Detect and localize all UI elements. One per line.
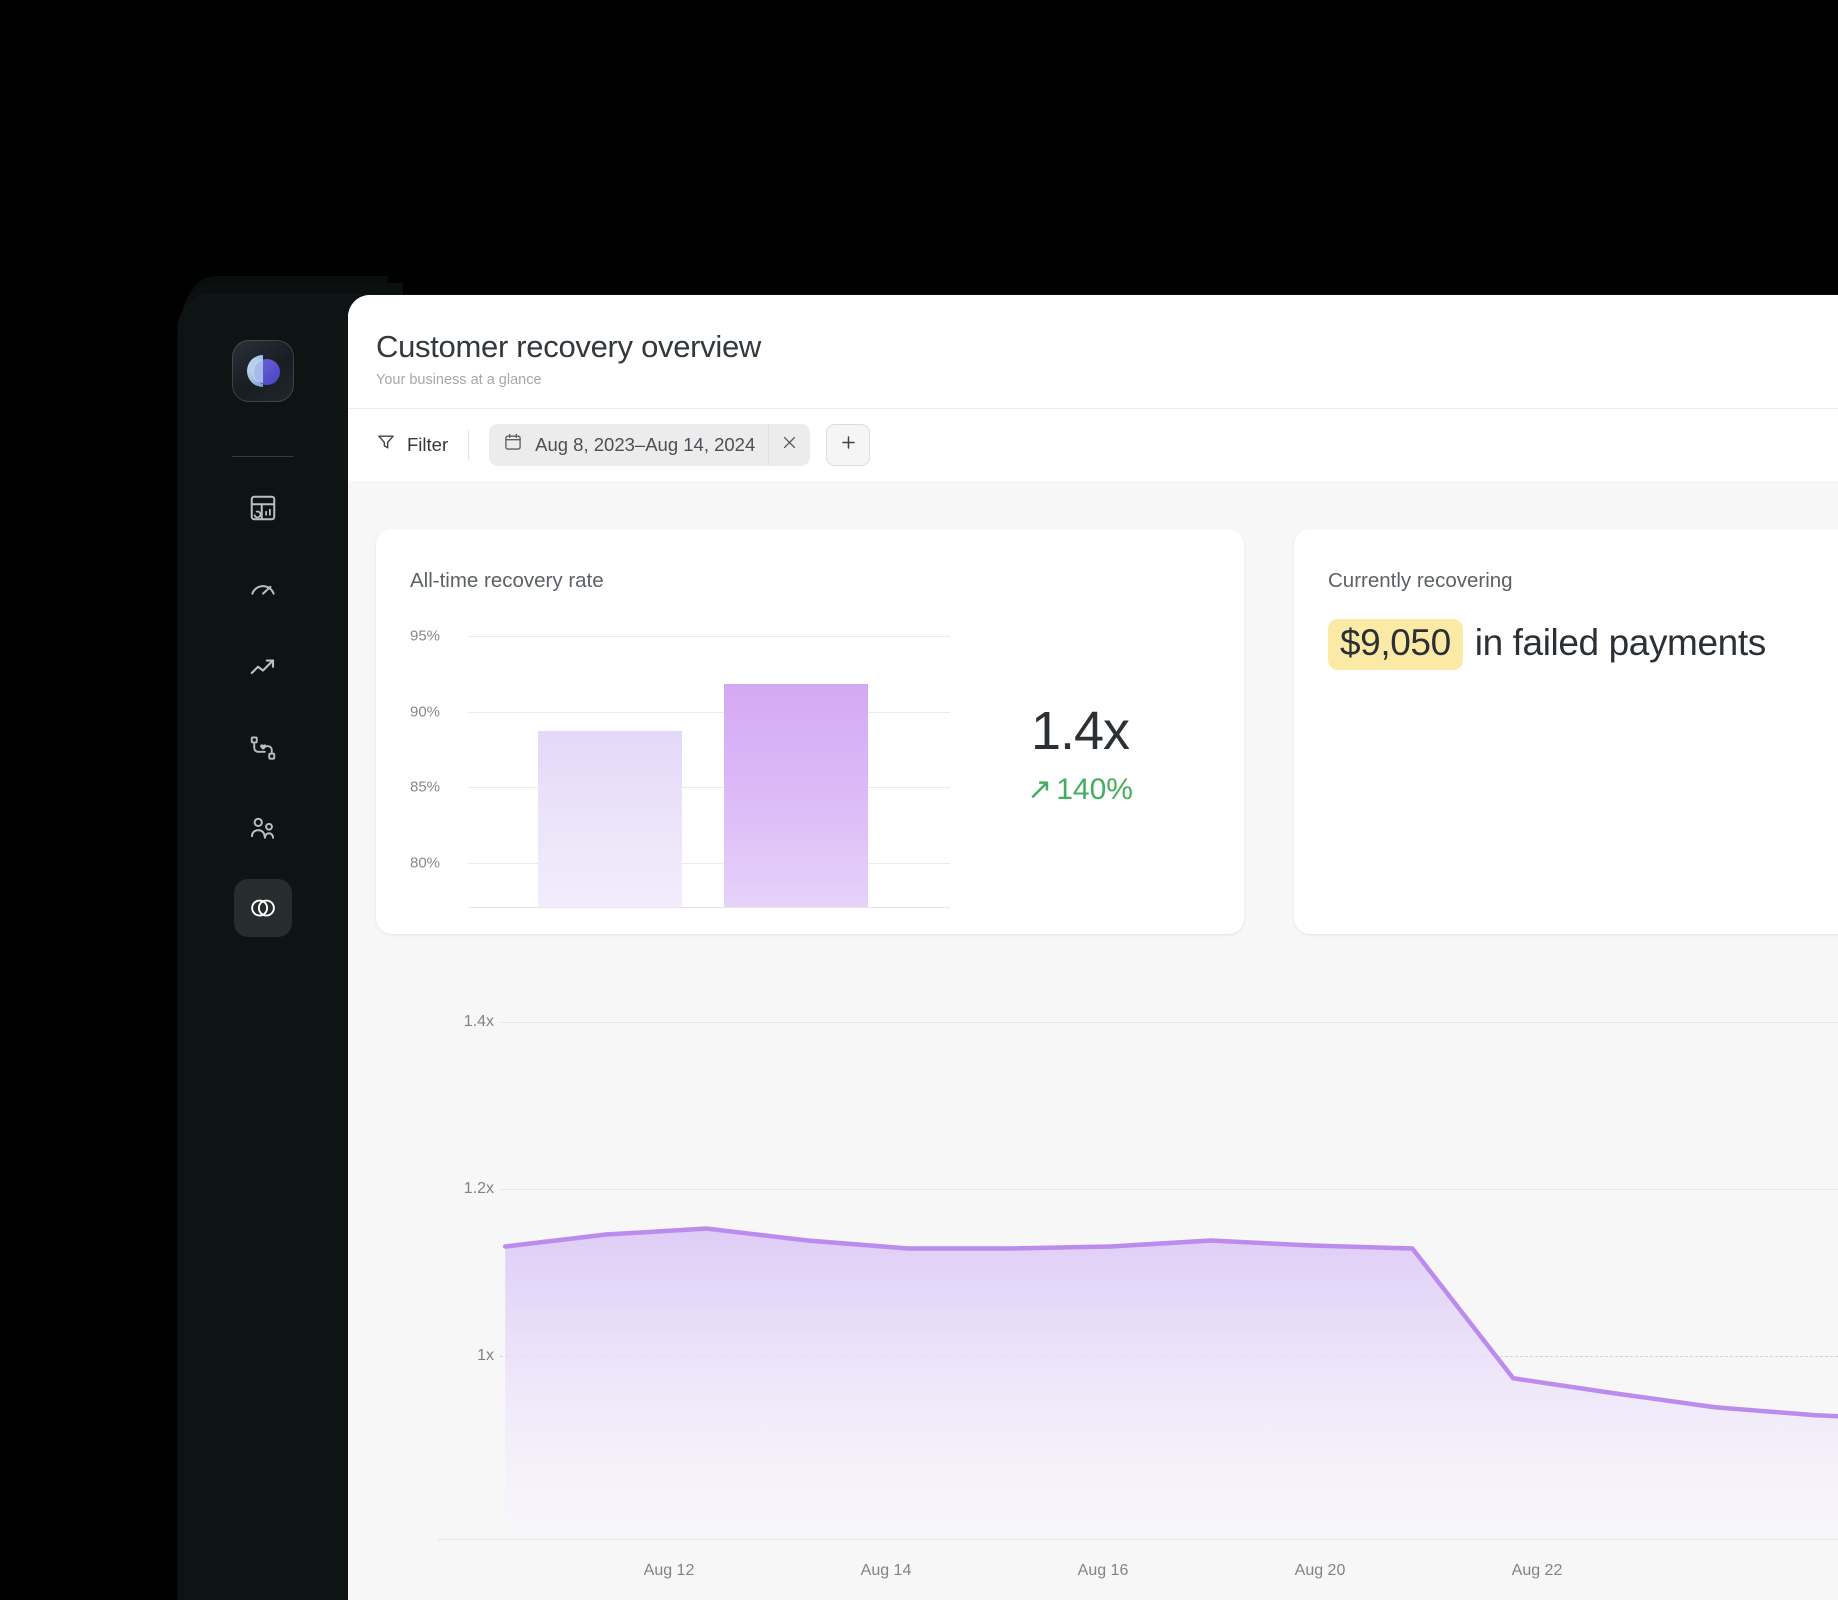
add-filter-button[interactable] — [826, 423, 871, 466]
sidebar-item-performance[interactable] — [234, 559, 292, 617]
content-panel: Customer recovery overview Your business… — [348, 295, 1838, 1600]
plus-icon — [839, 433, 858, 457]
recovering-suffix: in failed payments — [1474, 622, 1766, 663]
x-axis-tick: Aug 12 — [643, 1562, 695, 1579]
bar-group — [538, 621, 868, 908]
trending-up-icon — [248, 653, 278, 683]
x-axis-tick: Aug 20 — [1294, 1562, 1346, 1579]
venn-circles-icon — [248, 893, 278, 923]
sidebar — [178, 295, 348, 1600]
gauge-icon — [248, 573, 278, 603]
multiplier-value: 1.4x — [1030, 701, 1130, 761]
x-axis-tick: Aug 14 — [860, 1562, 912, 1579]
delta-badge: ↗ 140% — [1027, 772, 1133, 807]
y-axis-tick: 90% — [410, 703, 441, 721]
sidebar-item-recovery[interactable] — [234, 879, 292, 937]
x-axis-tick: Aug 16 — [1077, 1562, 1129, 1579]
gridline — [468, 711, 950, 713]
area-fill — [505, 1228, 1838, 1539]
recovery-trend-chart: 1.4x 1.2x 1x Aug — [348, 980, 1838, 1600]
app-logo-icon[interactable] — [232, 340, 294, 402]
page-header: Customer recovery overview Your business… — [348, 295, 1838, 408]
sidebar-item-journeys[interactable] — [234, 719, 292, 777]
gridline — [468, 862, 950, 864]
page-title: Customer recovery overview — [376, 329, 761, 364]
card-title: All-time recovery rate — [410, 569, 604, 592]
gridline — [500, 1021, 1838, 1023]
close-icon — [781, 434, 798, 456]
filter-funnel-icon — [376, 432, 396, 457]
y-axis-tick: 85% — [410, 778, 441, 796]
sidebar-divider — [232, 456, 294, 457]
y-axis-tick: 1.2x — [463, 1179, 494, 1197]
recovery-rate-chart: 95% 90% 85% 80% 1.4x ↗ — [410, 621, 1210, 908]
x-axis-line — [468, 907, 950, 908]
x-axis-tick: Aug 22 — [1511, 1562, 1563, 1579]
gridline — [500, 1188, 1838, 1190]
clear-date-filter-button[interactable] — [768, 423, 810, 466]
area-line — [505, 1229, 1838, 1417]
gridline — [468, 636, 950, 638]
sidebar-item-dashboard[interactable] — [234, 479, 292, 537]
date-range-label: Aug 8, 2023–Aug 14, 2024 — [535, 433, 756, 455]
filter-separator — [468, 429, 470, 460]
card-all-time-recovery-rate: All-time recovery rate 95% 90% 85% 80% — [376, 529, 1244, 934]
sidebar-item-customers[interactable] — [234, 799, 292, 857]
date-range-chip[interactable]: Aug 8, 2023–Aug 14, 2024 — [489, 423, 811, 466]
bar-current[interactable] — [724, 684, 868, 908]
date-range-button[interactable]: Aug 8, 2023–Aug 14, 2024 — [489, 424, 768, 466]
bar-chart-plot: 95% 90% 85% 80% — [410, 621, 950, 908]
area-series — [438, 980, 1838, 1539]
filter-label: Filter — [407, 433, 449, 455]
dashboard-grid-icon — [248, 493, 278, 523]
arrow-up-right-icon: ↗ — [1027, 773, 1053, 806]
filter-button[interactable]: Filter — [376, 432, 468, 457]
y-axis-tick: 1.4x — [463, 1012, 494, 1030]
y-axis-tick: 80% — [410, 854, 441, 872]
recovery-rate-summary: 1.4x ↗ 140% — [950, 621, 1210, 908]
page-subtitle: Your business at a glance — [376, 371, 542, 388]
delta-value: 140% — [1056, 772, 1133, 806]
card-title: Currently recovering — [1328, 569, 1513, 592]
area-chart-plot: 1.4x 1.2x 1x — [438, 980, 1838, 1540]
gridline — [468, 787, 950, 789]
recovering-amount: $9,050 — [1328, 619, 1463, 670]
filter-bar: Filter Aug 8, 2023–Aug 14, 2024 — [348, 407, 1838, 481]
sidebar-item-growth[interactable] — [234, 639, 292, 697]
recovering-headline: $9,050 in failed payments — [1328, 619, 1838, 670]
y-axis-tick: 1x — [477, 1346, 494, 1364]
bar-previous[interactable] — [538, 731, 682, 908]
card-currently-recovering: Currently recovering $9,050 in failed pa… — [1294, 529, 1838, 934]
y-axis-tick: 95% — [410, 627, 441, 645]
app-window: Customer recovery overview Your business… — [178, 295, 1838, 1600]
journey-flow-icon — [248, 733, 278, 763]
metric-cards-row: All-time recovery rate 95% 90% 85% 80% — [348, 481, 1838, 934]
calendar-icon — [503, 432, 523, 457]
x-axis: Aug 12 Aug 14 Aug 16 Aug 20 Aug 22 — [438, 1540, 1838, 1600]
users-icon — [248, 813, 278, 843]
